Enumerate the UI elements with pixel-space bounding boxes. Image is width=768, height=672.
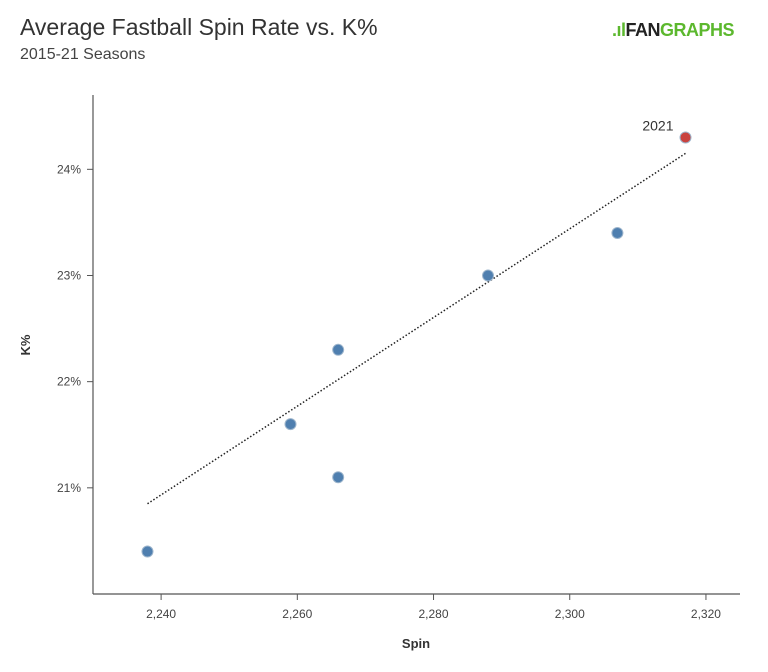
logo-mark-icon: .ıl bbox=[612, 20, 626, 40]
y-tick-label: 23% bbox=[57, 268, 81, 282]
trendline bbox=[147, 152, 686, 505]
y-tick-label: 22% bbox=[57, 375, 81, 389]
chart-subtitle: 2015-21 Seasons bbox=[20, 46, 146, 63]
data-point bbox=[284, 418, 297, 431]
y-tick-label: 24% bbox=[57, 162, 81, 176]
x-tick-label: 2,260 bbox=[282, 607, 312, 621]
y-tick-label: 21% bbox=[57, 481, 81, 495]
fangraphs-logo: .ılFANGRAPHS bbox=[612, 20, 735, 40]
x-tick-label: 2,240 bbox=[146, 607, 176, 621]
y-axis-label: K% bbox=[18, 334, 33, 355]
data-point bbox=[482, 269, 495, 282]
x-tick-label: 2,320 bbox=[691, 607, 721, 621]
chart-title: Average Fastball Spin Rate vs. K% bbox=[20, 14, 378, 40]
data-point bbox=[611, 227, 624, 240]
data-point bbox=[679, 131, 692, 144]
x-axis-label: Spin bbox=[402, 636, 430, 651]
data-point bbox=[332, 343, 345, 356]
x-tick-label: 2,280 bbox=[419, 607, 449, 621]
data-point bbox=[332, 471, 345, 484]
x-tick-label: 2,300 bbox=[555, 607, 585, 621]
point-label: 2021 bbox=[642, 117, 673, 133]
data-point bbox=[141, 545, 154, 558]
